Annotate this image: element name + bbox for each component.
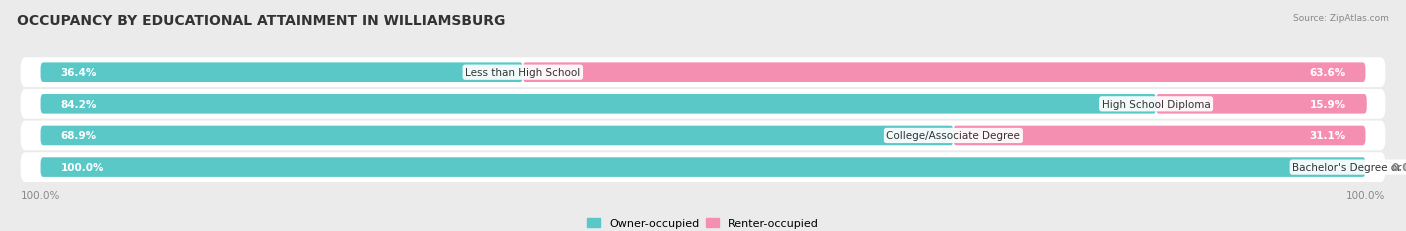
Text: 100.0%: 100.0% xyxy=(1346,190,1385,200)
Text: 68.9%: 68.9% xyxy=(60,131,97,141)
FancyBboxPatch shape xyxy=(21,58,1385,88)
Text: Less than High School: Less than High School xyxy=(465,68,581,78)
Text: College/Associate Degree: College/Associate Degree xyxy=(886,131,1021,141)
Text: High School Diploma: High School Diploma xyxy=(1102,99,1211,109)
Text: 15.9%: 15.9% xyxy=(1309,99,1346,109)
FancyBboxPatch shape xyxy=(21,90,1385,119)
Text: 84.2%: 84.2% xyxy=(60,99,97,109)
Text: 0.0%: 0.0% xyxy=(1392,162,1406,172)
FancyBboxPatch shape xyxy=(41,63,523,83)
Legend: Owner-occupied, Renter-occupied: Owner-occupied, Renter-occupied xyxy=(586,218,820,228)
FancyBboxPatch shape xyxy=(41,95,1156,114)
FancyBboxPatch shape xyxy=(21,121,1385,151)
FancyBboxPatch shape xyxy=(953,126,1365,146)
Text: OCCUPANCY BY EDUCATIONAL ATTAINMENT IN WILLIAMSBURG: OCCUPANCY BY EDUCATIONAL ATTAINMENT IN W… xyxy=(17,14,505,28)
FancyBboxPatch shape xyxy=(41,158,1365,177)
Text: 100.0%: 100.0% xyxy=(21,190,60,200)
Text: Bachelor's Degree or higher: Bachelor's Degree or higher xyxy=(1292,162,1406,172)
FancyBboxPatch shape xyxy=(41,126,953,146)
FancyBboxPatch shape xyxy=(523,63,1365,83)
FancyBboxPatch shape xyxy=(21,152,1385,182)
Text: 63.6%: 63.6% xyxy=(1309,68,1346,78)
Text: 36.4%: 36.4% xyxy=(60,68,97,78)
FancyBboxPatch shape xyxy=(1156,95,1367,114)
Text: 31.1%: 31.1% xyxy=(1309,131,1346,141)
Text: 100.0%: 100.0% xyxy=(60,162,104,172)
Text: Source: ZipAtlas.com: Source: ZipAtlas.com xyxy=(1294,14,1389,23)
